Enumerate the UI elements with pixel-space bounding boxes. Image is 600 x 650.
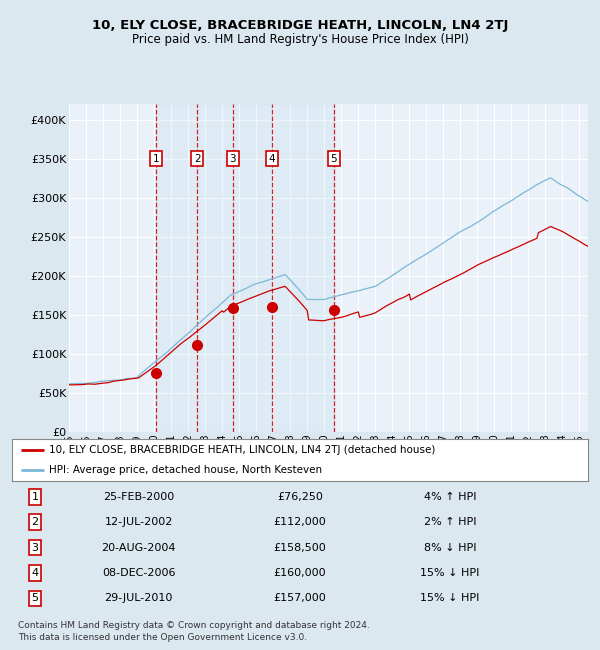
Text: 2% ↑ HPI: 2% ↑ HPI [424, 517, 476, 527]
Text: 1: 1 [32, 492, 38, 502]
Text: 4% ↑ HPI: 4% ↑ HPI [424, 492, 476, 502]
Text: 10, ELY CLOSE, BRACEBRIDGE HEATH, LINCOLN, LN4 2TJ (detached house): 10, ELY CLOSE, BRACEBRIDGE HEATH, LINCOL… [49, 445, 436, 455]
Bar [156, 104, 334, 432]
Text: £112,000: £112,000 [274, 517, 326, 527]
Text: 2: 2 [194, 153, 200, 164]
Text: 15% ↓ HPI: 15% ↓ HPI [420, 593, 479, 603]
Text: HPI: Average price, detached house, North Kesteven: HPI: Average price, detached house, Nort… [49, 465, 323, 474]
Text: Price paid vs. HM Land Registry's House Price Index (HPI): Price paid vs. HM Land Registry's House … [131, 32, 469, 46]
Text: £160,000: £160,000 [274, 568, 326, 578]
Text: 5: 5 [331, 153, 337, 164]
Text: 4: 4 [31, 568, 38, 578]
Text: Contains HM Land Registry data © Crown copyright and database right 2024.
This d: Contains HM Land Registry data © Crown c… [18, 621, 370, 642]
Text: £157,000: £157,000 [274, 593, 326, 603]
Text: 20-AUG-2004: 20-AUG-2004 [101, 543, 176, 552]
Text: 3: 3 [230, 153, 236, 164]
Text: £158,500: £158,500 [274, 543, 326, 552]
Text: 1: 1 [153, 153, 160, 164]
Text: 15% ↓ HPI: 15% ↓ HPI [420, 568, 479, 578]
Text: 2: 2 [31, 517, 38, 527]
Text: 5: 5 [32, 593, 38, 603]
Text: £76,250: £76,250 [277, 492, 323, 502]
Text: 25-FEB-2000: 25-FEB-2000 [103, 492, 175, 502]
Text: 3: 3 [32, 543, 38, 552]
Text: 12-JUL-2002: 12-JUL-2002 [104, 517, 173, 527]
Text: 10, ELY CLOSE, BRACEBRIDGE HEATH, LINCOLN, LN4 2TJ: 10, ELY CLOSE, BRACEBRIDGE HEATH, LINCOL… [92, 20, 508, 32]
Text: 29-JUL-2010: 29-JUL-2010 [104, 593, 173, 603]
Text: 8% ↓ HPI: 8% ↓ HPI [424, 543, 476, 552]
Text: 4: 4 [269, 153, 275, 164]
Text: 08-DEC-2006: 08-DEC-2006 [102, 568, 175, 578]
